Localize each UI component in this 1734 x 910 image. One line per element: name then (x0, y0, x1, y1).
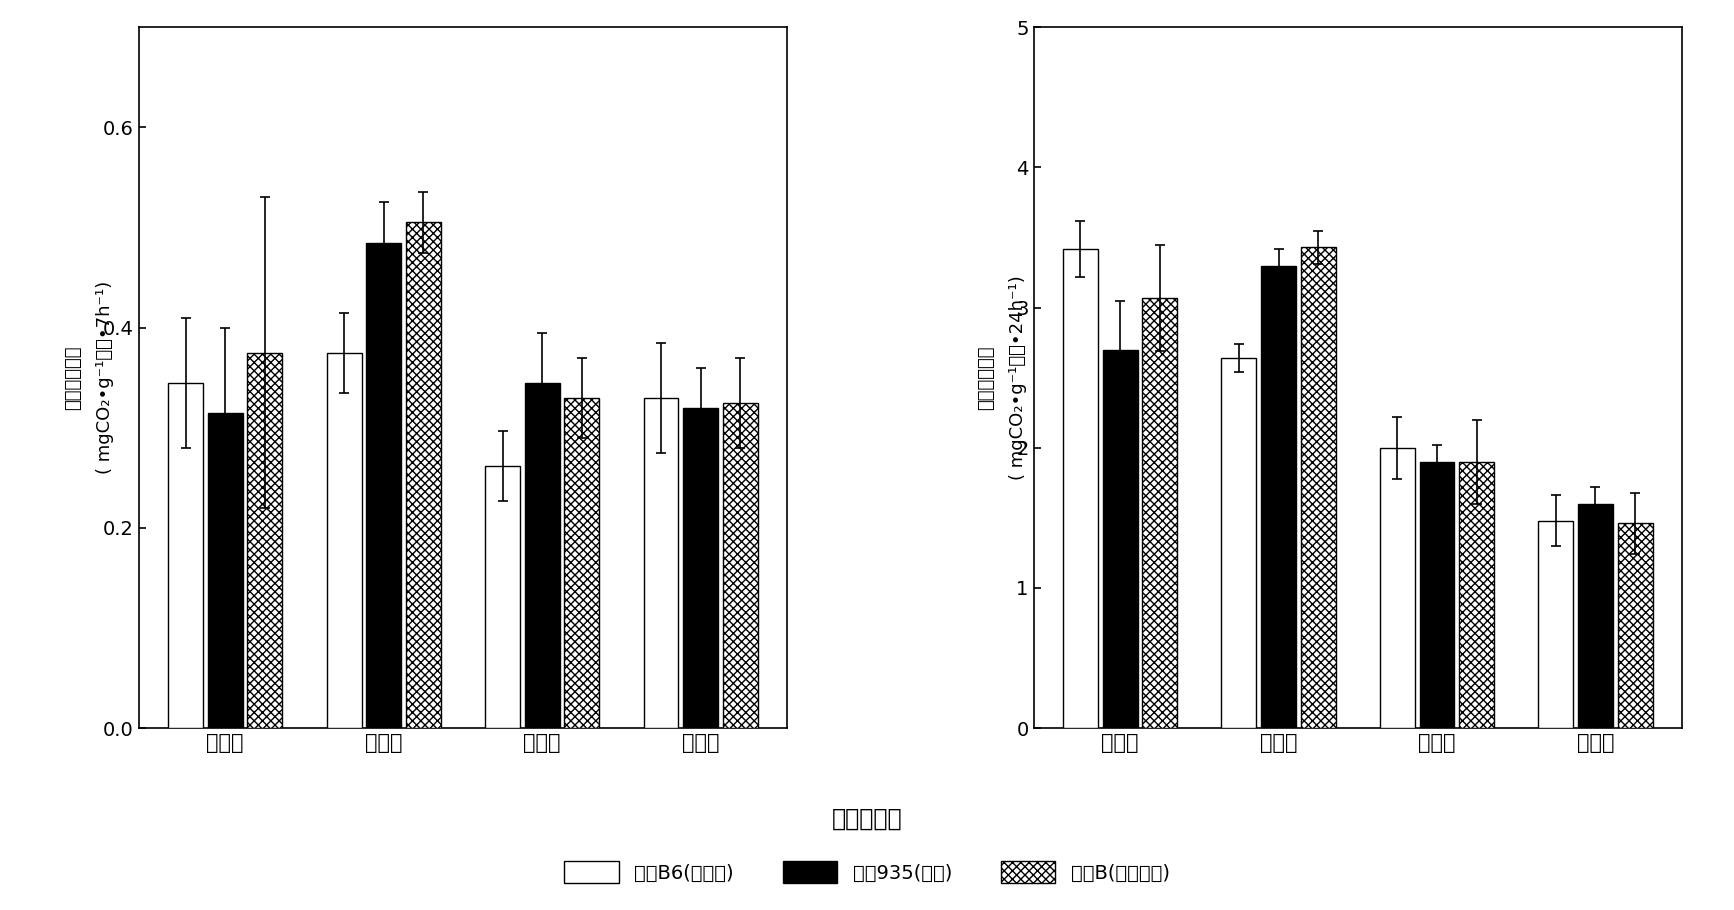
Bar (1538, 521, 1573, 728)
Bar (525, 383, 560, 728)
Bar (248, 353, 283, 728)
Bar (1221, 358, 1257, 728)
Bar (208, 413, 243, 728)
Bar (1063, 248, 1098, 728)
Text: 水稼生长期: 水稼生长期 (832, 807, 902, 831)
Bar (326, 353, 361, 728)
Bar (1618, 523, 1653, 728)
Y-axis label: 土壤呼吸作用
( mgCO₂•g⁻¹干土•24h⁻¹): 土壤呼吸作用 ( mgCO₂•g⁻¹干土•24h⁻¹) (978, 276, 1027, 480)
Bar (1261, 266, 1295, 728)
Bar (486, 466, 520, 728)
Bar (564, 398, 600, 728)
Bar (1103, 349, 1138, 728)
Bar (1460, 461, 1495, 728)
Legend: 华池B6(转基因), 嘉早935(亲本), 中九B(远缘亲本): 华池B6(转基因), 嘉早935(亲本), 中九B(远缘亲本) (557, 854, 1177, 891)
Y-axis label: 土壤呼吸作用
( mgCO₂•g⁻¹干土•7h⁻¹): 土壤呼吸作用 ( mgCO₂•g⁻¹干土•7h⁻¹) (64, 281, 114, 474)
Bar (1300, 248, 1335, 728)
Bar (1143, 298, 1177, 728)
Bar (1578, 504, 1613, 728)
Bar (683, 408, 718, 728)
Bar (406, 223, 440, 728)
Bar (723, 403, 758, 728)
Bar (643, 398, 678, 728)
Bar (1380, 448, 1415, 728)
Bar (168, 383, 203, 728)
Bar (366, 243, 401, 728)
Bar (1420, 461, 1455, 728)
